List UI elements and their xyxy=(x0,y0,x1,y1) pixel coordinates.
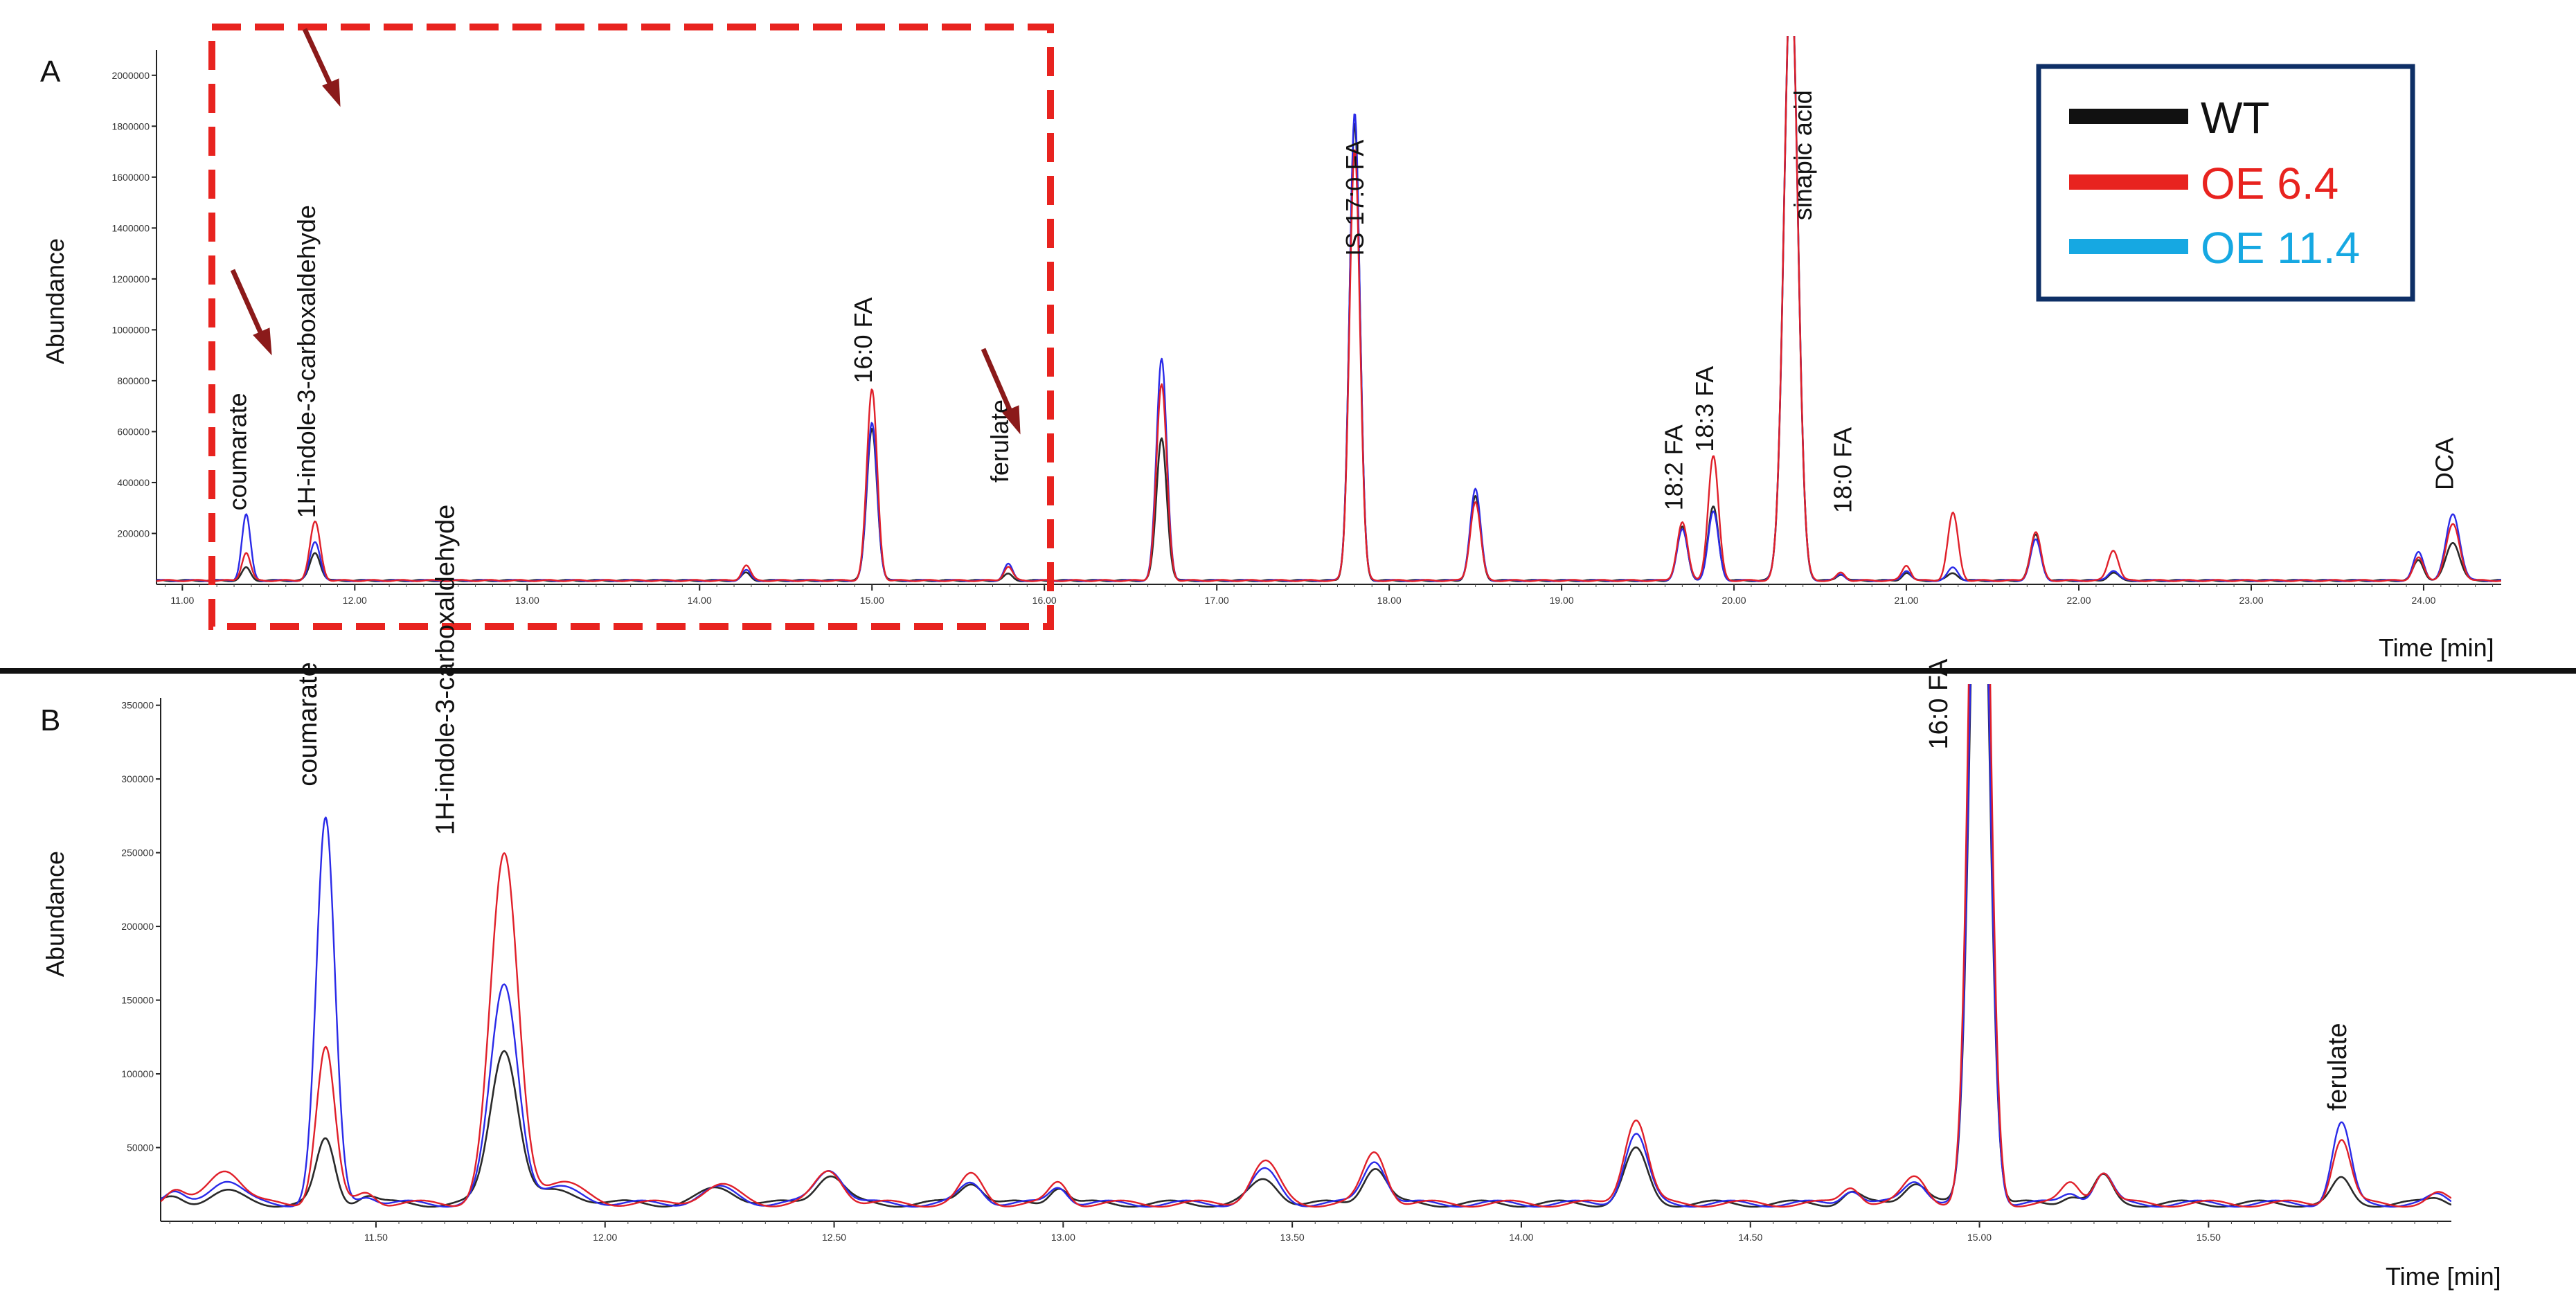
panel-a-ticks: 11.00 12.00 13.00 14.00 15.00 16.00 17.00 18.00… xyxy=(111,50,2501,606)
peak-label-18-3-fa: 18:3 FA xyxy=(1690,366,1719,452)
series-line-oe-6-4 xyxy=(161,684,2451,1208)
y-tick-label: 200000 xyxy=(117,528,150,539)
arrow-icon xyxy=(230,269,272,356)
y-tick-label: 200000 xyxy=(121,921,154,932)
x-tick-label: 13.00 xyxy=(515,595,539,606)
legend-box xyxy=(2036,64,2415,302)
peak-label-1h-indole-3-carboxaldehyde: 1H-indole-3-carboxaldehyde xyxy=(431,505,460,835)
series-line-wt xyxy=(161,684,2451,1208)
peak-label-coumarate: coumarate xyxy=(294,662,323,787)
legend-label-wt: WT xyxy=(2201,93,2270,143)
x-tick-label: 23.00 xyxy=(2239,595,2263,606)
x-tick-label: 20.00 xyxy=(1722,595,1746,606)
y-tick-label: 1800000 xyxy=(111,120,150,132)
y-tick-label: 1600000 xyxy=(111,172,150,183)
peak-label-ferulate: ferulate xyxy=(2323,1023,2352,1111)
legend-entry-oe-11-4: OE 11.4 xyxy=(2069,223,2360,273)
x-tick-label: 19.00 xyxy=(1550,595,1574,606)
x-tick-label: 12.50 xyxy=(822,1232,846,1243)
x-tick-label: 12.00 xyxy=(343,595,367,606)
x-tick-label: 22.00 xyxy=(2066,595,2091,606)
panel-b-traces xyxy=(161,684,2451,1208)
peak-label-coumarate: coumarate xyxy=(224,393,252,510)
arrow-icon xyxy=(981,348,1021,435)
panel-b-annotations: coumarate 1H-indole-3-carboxaldehyde 16:0 … xyxy=(294,505,2352,1111)
y-tick-label: 800000 xyxy=(117,375,150,386)
x-tick-label: 21.00 xyxy=(1895,595,1919,606)
panel-a-y-axis-label: Abundance xyxy=(41,238,69,364)
y-tick-label: 400000 xyxy=(117,477,150,488)
y-tick-label: 1400000 xyxy=(111,222,150,233)
y-tick-label: 1000000 xyxy=(111,324,150,335)
panel-b-y-axis-label: Abundance xyxy=(41,851,69,977)
x-tick-label: 24.00 xyxy=(2411,595,2435,606)
x-tick-label: 14.00 xyxy=(1509,1232,1533,1243)
x-tick-label: 17.00 xyxy=(1205,595,1229,606)
x-tick-label: 13.50 xyxy=(1280,1232,1305,1243)
legend: WT OE 6.4 OE 11.4 xyxy=(2036,64,2415,302)
y-tick-label: 300000 xyxy=(121,773,154,784)
x-tick-label: 15.00 xyxy=(1967,1232,1992,1243)
legend-entry-oe-6-4: OE 6.4 xyxy=(2069,159,2338,208)
x-tick-label: 18.00 xyxy=(1377,595,1402,606)
x-tick-label: 11.00 xyxy=(170,595,194,606)
peak-label-18-2-fa: 18:2 FA xyxy=(1659,424,1688,510)
y-tick-label: 350000 xyxy=(121,700,154,711)
x-tick-label: 15.50 xyxy=(2197,1232,2221,1243)
y-tick-label: 600000 xyxy=(117,426,150,437)
peak-label-sinapic-acid: sinapic acid xyxy=(1789,90,1817,220)
legend-label-oe-11-4: OE 11.4 xyxy=(2201,223,2360,273)
series-line-oe-6-4 xyxy=(156,36,2501,582)
x-tick-label: 16.00 xyxy=(1032,595,1057,606)
panel-b-x-axis-label: Time [min] xyxy=(2386,1262,2501,1291)
panel-a-label: A xyxy=(40,55,61,89)
peak-label-1h-indole-3-carboxaldehyde: 1H-indole-3-carboxaldehyde xyxy=(292,205,321,518)
zoom-region-box xyxy=(208,24,1054,630)
peak-label-16-0-fa: 16:0 FA xyxy=(1924,658,1953,750)
y-tick-label: 150000 xyxy=(121,995,154,1006)
legend-label-oe-6-4: OE 6.4 xyxy=(2201,159,2338,208)
panel-a-traces xyxy=(156,36,2501,582)
panel-a: A Abundance Time [min] 11.00 12.00 13.00 14… xyxy=(40,24,2501,662)
panel-a-x-axis-label: Time [min] xyxy=(2379,633,2494,662)
x-tick-label: 14.50 xyxy=(1738,1232,1762,1243)
x-tick-label: 11.50 xyxy=(364,1232,388,1243)
x-tick-label: 15.00 xyxy=(860,595,884,606)
x-tick-label: 14.00 xyxy=(688,595,712,606)
y-tick-label: 50000 xyxy=(127,1142,154,1153)
peak-label-18-0-fa: 18:0 FA xyxy=(1828,427,1857,513)
panel-b-ticks: 11.50 12.00 12.50 13.00 13.50 14.00 14.50 15.00… xyxy=(121,698,2451,1243)
panel-b-label: B xyxy=(40,703,60,737)
arrow-icon xyxy=(302,28,341,107)
x-tick-label: 12.00 xyxy=(593,1232,617,1243)
series-line-oe-11-4 xyxy=(161,684,2451,1208)
panel-b: B Abundance Time [min] 11.50 12.00 12.50 13… xyxy=(40,505,2501,1291)
peak-label-is-17-0-fa: IS 17:0 FA xyxy=(1341,140,1369,256)
y-tick-label: 100000 xyxy=(121,1068,154,1079)
legend-entry-wt: WT xyxy=(2069,93,2270,143)
y-tick-label: 1200000 xyxy=(111,273,150,285)
panel-a-annotations: coumarate 1H-indole-3-carboxaldehyde 16:0 … xyxy=(224,90,2459,518)
peak-label-dca: DCA xyxy=(2430,438,2458,490)
peak-label-16-0-fa: 16:0 FA xyxy=(849,298,877,384)
y-tick-label: 250000 xyxy=(121,847,154,859)
x-tick-label: 13.00 xyxy=(1051,1232,1075,1243)
y-tick-label: 2000000 xyxy=(111,70,150,81)
